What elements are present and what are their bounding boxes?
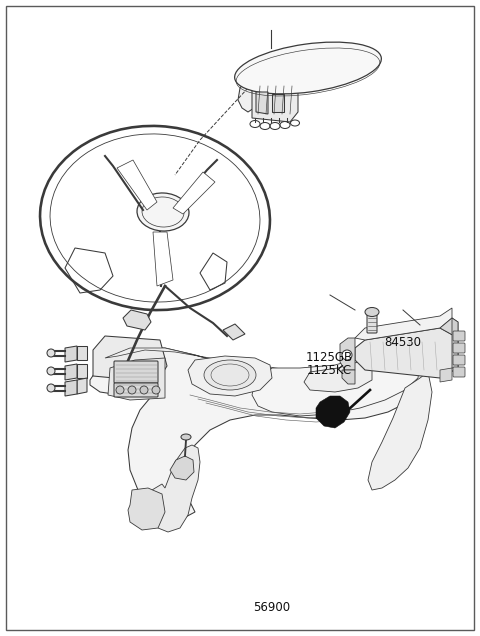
Text: 1125GB: 1125GB: [305, 351, 352, 364]
Circle shape: [128, 386, 136, 394]
Polygon shape: [368, 372, 432, 490]
Polygon shape: [173, 172, 215, 214]
Polygon shape: [128, 488, 165, 530]
Ellipse shape: [137, 193, 189, 231]
Polygon shape: [272, 94, 284, 112]
Circle shape: [47, 349, 55, 357]
Text: 1125KC: 1125KC: [306, 364, 351, 377]
Polygon shape: [258, 82, 296, 118]
Circle shape: [116, 386, 124, 394]
Text: 56900: 56900: [252, 601, 290, 614]
Ellipse shape: [365, 307, 379, 317]
Polygon shape: [65, 364, 77, 380]
Text: 84530: 84530: [384, 336, 422, 349]
Polygon shape: [188, 356, 272, 396]
FancyBboxPatch shape: [114, 383, 158, 397]
Polygon shape: [256, 92, 268, 114]
FancyBboxPatch shape: [453, 367, 465, 377]
Polygon shape: [304, 362, 372, 392]
Polygon shape: [153, 232, 173, 286]
Polygon shape: [77, 378, 87, 394]
Polygon shape: [452, 318, 458, 368]
Polygon shape: [93, 336, 167, 382]
Ellipse shape: [204, 360, 256, 390]
Polygon shape: [77, 364, 87, 378]
Polygon shape: [342, 370, 355, 384]
Polygon shape: [65, 380, 77, 396]
Polygon shape: [252, 76, 298, 122]
FancyBboxPatch shape: [114, 361, 158, 383]
Polygon shape: [252, 348, 420, 416]
Circle shape: [342, 350, 352, 360]
Polygon shape: [355, 328, 458, 378]
Polygon shape: [355, 308, 452, 340]
Polygon shape: [108, 358, 165, 400]
Circle shape: [152, 386, 160, 394]
Ellipse shape: [235, 42, 381, 94]
Polygon shape: [440, 318, 458, 338]
Circle shape: [140, 386, 148, 394]
Polygon shape: [238, 78, 256, 112]
Polygon shape: [148, 445, 200, 532]
Ellipse shape: [181, 434, 191, 440]
Polygon shape: [316, 396, 350, 428]
Polygon shape: [65, 346, 77, 362]
FancyBboxPatch shape: [367, 313, 377, 333]
Polygon shape: [77, 346, 87, 360]
Polygon shape: [90, 345, 430, 520]
Polygon shape: [170, 456, 194, 480]
Polygon shape: [223, 324, 245, 340]
FancyBboxPatch shape: [453, 331, 465, 341]
Circle shape: [47, 384, 55, 392]
Polygon shape: [340, 338, 355, 370]
Polygon shape: [123, 310, 151, 330]
FancyBboxPatch shape: [453, 355, 465, 365]
Polygon shape: [440, 368, 452, 382]
Polygon shape: [270, 82, 288, 116]
FancyBboxPatch shape: [453, 343, 465, 353]
Circle shape: [47, 367, 55, 375]
Polygon shape: [117, 160, 157, 210]
Polygon shape: [105, 345, 428, 375]
